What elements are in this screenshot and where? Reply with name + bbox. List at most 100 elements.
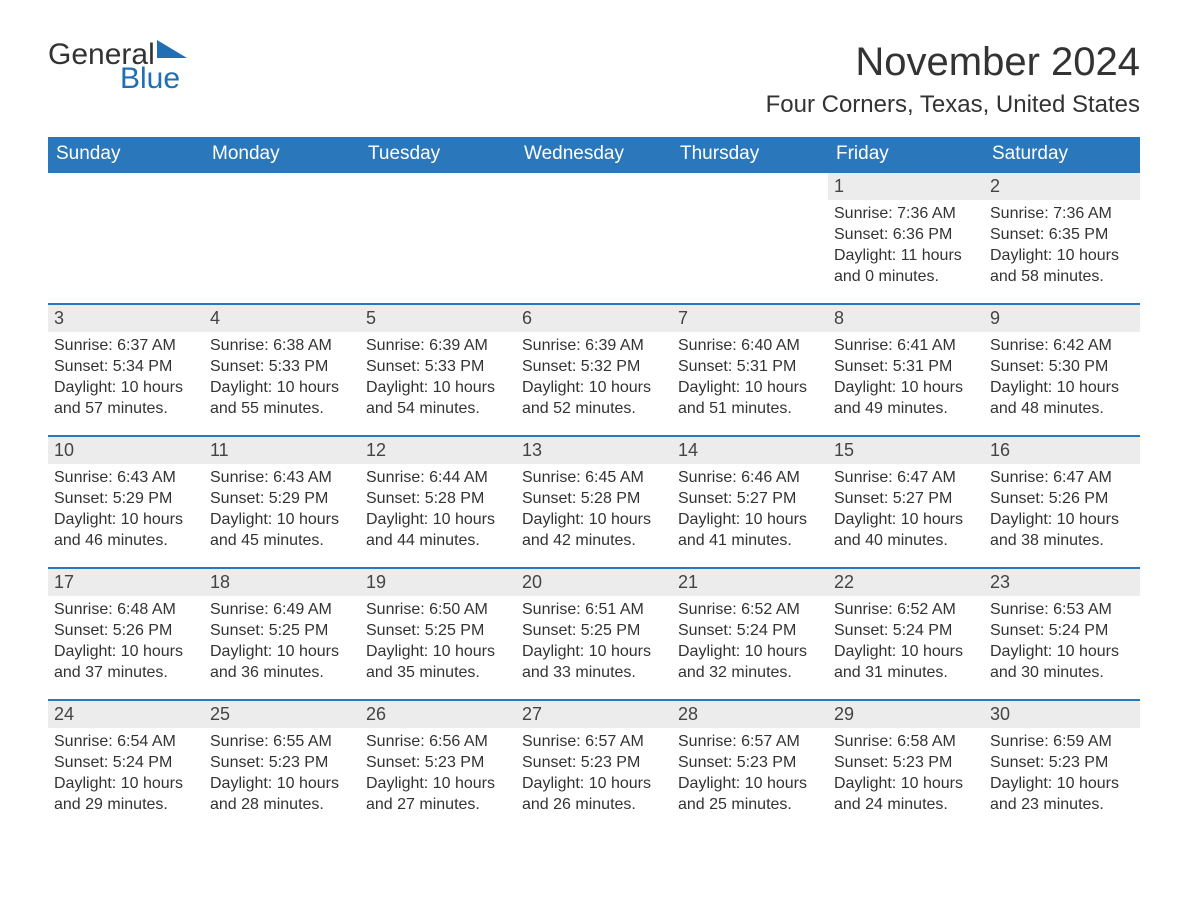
weekday-header: Wednesday xyxy=(516,137,672,171)
daylight2-text: and 23 minutes. xyxy=(990,795,1134,816)
daylight2-text: and 35 minutes. xyxy=(366,663,510,684)
day-number: 16 xyxy=(984,437,1140,464)
sunrise-text: Sunrise: 6:52 AM xyxy=(678,600,822,621)
day-number: 5 xyxy=(360,305,516,332)
flag-icon xyxy=(157,40,191,64)
daylight1-text: Daylight: 11 hours xyxy=(834,246,978,267)
sunrise-text: Sunrise: 6:58 AM xyxy=(834,732,978,753)
day-cell: 4Sunrise: 6:38 AMSunset: 5:33 PMDaylight… xyxy=(204,305,360,435)
day-cell: 2Sunrise: 7:36 AMSunset: 6:35 PMDaylight… xyxy=(984,173,1140,303)
day-cell: 22Sunrise: 6:52 AMSunset: 5:24 PMDayligh… xyxy=(828,569,984,699)
week-row: 3Sunrise: 6:37 AMSunset: 5:34 PMDaylight… xyxy=(48,303,1140,435)
daylight2-text: and 48 minutes. xyxy=(990,399,1134,420)
daylight2-text: and 46 minutes. xyxy=(54,531,198,552)
day-number: 14 xyxy=(672,437,828,464)
week-row: 17Sunrise: 6:48 AMSunset: 5:26 PMDayligh… xyxy=(48,567,1140,699)
daylight1-text: Daylight: 10 hours xyxy=(210,642,354,663)
daylight2-text: and 44 minutes. xyxy=(366,531,510,552)
sunset-text: Sunset: 5:23 PM xyxy=(834,753,978,774)
daylight1-text: Daylight: 10 hours xyxy=(678,378,822,399)
daylight2-text: and 55 minutes. xyxy=(210,399,354,420)
daylight1-text: Daylight: 10 hours xyxy=(210,378,354,399)
sunrise-text: Sunrise: 6:37 AM xyxy=(54,336,198,357)
weekday-header: Friday xyxy=(828,137,984,171)
sunset-text: Sunset: 5:23 PM xyxy=(522,753,666,774)
day-number: 28 xyxy=(672,701,828,728)
day-number: 27 xyxy=(516,701,672,728)
sunset-text: Sunset: 5:27 PM xyxy=(678,489,822,510)
daylight1-text: Daylight: 10 hours xyxy=(54,510,198,531)
day-number: 13 xyxy=(516,437,672,464)
daylight2-text: and 36 minutes. xyxy=(210,663,354,684)
sunset-text: Sunset: 5:26 PM xyxy=(990,489,1134,510)
month-title: November 2024 xyxy=(766,40,1140,85)
sunrise-text: Sunrise: 6:44 AM xyxy=(366,468,510,489)
sunset-text: Sunset: 5:33 PM xyxy=(366,357,510,378)
sunrise-text: Sunrise: 6:57 AM xyxy=(522,732,666,753)
daylight1-text: Daylight: 10 hours xyxy=(366,510,510,531)
sunrise-text: Sunrise: 6:43 AM xyxy=(54,468,198,489)
daylight2-text: and 29 minutes. xyxy=(54,795,198,816)
day-cell: 1Sunrise: 7:36 AMSunset: 6:36 PMDaylight… xyxy=(828,173,984,303)
daylight1-text: Daylight: 10 hours xyxy=(366,774,510,795)
day-cell: 18Sunrise: 6:49 AMSunset: 5:25 PMDayligh… xyxy=(204,569,360,699)
day-cell: 7Sunrise: 6:40 AMSunset: 5:31 PMDaylight… xyxy=(672,305,828,435)
sunrise-text: Sunrise: 6:46 AM xyxy=(678,468,822,489)
day-number: 8 xyxy=(828,305,984,332)
week-row: 24Sunrise: 6:54 AMSunset: 5:24 PMDayligh… xyxy=(48,699,1140,831)
daylight2-text: and 40 minutes. xyxy=(834,531,978,552)
sunrise-text: Sunrise: 6:56 AM xyxy=(366,732,510,753)
sunset-text: Sunset: 5:23 PM xyxy=(210,753,354,774)
day-number: 6 xyxy=(516,305,672,332)
day-number: 25 xyxy=(204,701,360,728)
sunset-text: Sunset: 5:33 PM xyxy=(210,357,354,378)
sunrise-text: Sunrise: 6:59 AM xyxy=(990,732,1134,753)
sunset-text: Sunset: 5:26 PM xyxy=(54,621,198,642)
sunrise-text: Sunrise: 6:39 AM xyxy=(366,336,510,357)
day-cell: 27Sunrise: 6:57 AMSunset: 5:23 PMDayligh… xyxy=(516,701,672,831)
daylight1-text: Daylight: 10 hours xyxy=(54,378,198,399)
daylight1-text: Daylight: 10 hours xyxy=(990,378,1134,399)
daylight2-text: and 30 minutes. xyxy=(990,663,1134,684)
daylight2-text: and 45 minutes. xyxy=(210,531,354,552)
day-cell: 11Sunrise: 6:43 AMSunset: 5:29 PMDayligh… xyxy=(204,437,360,567)
day-number: 22 xyxy=(828,569,984,596)
sunrise-text: Sunrise: 6:51 AM xyxy=(522,600,666,621)
sunrise-text: Sunrise: 6:40 AM xyxy=(678,336,822,357)
sunrise-text: Sunrise: 6:49 AM xyxy=(210,600,354,621)
weekday-header-row: Sunday Monday Tuesday Wednesday Thursday… xyxy=(48,137,1140,171)
sunset-text: Sunset: 5:24 PM xyxy=(834,621,978,642)
daylight1-text: Daylight: 10 hours xyxy=(54,642,198,663)
day-cell: 12Sunrise: 6:44 AMSunset: 5:28 PMDayligh… xyxy=(360,437,516,567)
daylight1-text: Daylight: 10 hours xyxy=(678,774,822,795)
daylight2-text: and 51 minutes. xyxy=(678,399,822,420)
sunset-text: Sunset: 5:31 PM xyxy=(834,357,978,378)
day-cell: 9Sunrise: 6:42 AMSunset: 5:30 PMDaylight… xyxy=(984,305,1140,435)
daylight2-text: and 31 minutes. xyxy=(834,663,978,684)
weeks-container: .....1Sunrise: 7:36 AMSunset: 6:36 PMDay… xyxy=(48,171,1140,831)
sunset-text: Sunset: 5:34 PM xyxy=(54,357,198,378)
daylight1-text: Daylight: 10 hours xyxy=(522,510,666,531)
sunrise-text: Sunrise: 6:41 AM xyxy=(834,336,978,357)
daylight1-text: Daylight: 10 hours xyxy=(210,510,354,531)
weekday-header: Sunday xyxy=(48,137,204,171)
day-number: 7 xyxy=(672,305,828,332)
day-number: 20 xyxy=(516,569,672,596)
day-cell: 28Sunrise: 6:57 AMSunset: 5:23 PMDayligh… xyxy=(672,701,828,831)
sunrise-text: Sunrise: 6:55 AM xyxy=(210,732,354,753)
daylight1-text: Daylight: 10 hours xyxy=(834,510,978,531)
sunset-text: Sunset: 5:24 PM xyxy=(54,753,198,774)
brand-text-blue: Blue xyxy=(120,64,191,94)
day-cell: . xyxy=(360,173,516,303)
sunrise-text: Sunrise: 7:36 AM xyxy=(990,204,1134,225)
daylight1-text: Daylight: 10 hours xyxy=(834,774,978,795)
daylight2-text: and 33 minutes. xyxy=(522,663,666,684)
day-cell: 30Sunrise: 6:59 AMSunset: 5:23 PMDayligh… xyxy=(984,701,1140,831)
weekday-header: Saturday xyxy=(984,137,1140,171)
daylight1-text: Daylight: 10 hours xyxy=(210,774,354,795)
day-number: 9 xyxy=(984,305,1140,332)
weekday-header: Tuesday xyxy=(360,137,516,171)
daylight1-text: Daylight: 10 hours xyxy=(366,378,510,399)
daylight1-text: Daylight: 10 hours xyxy=(990,642,1134,663)
day-cell: . xyxy=(672,173,828,303)
